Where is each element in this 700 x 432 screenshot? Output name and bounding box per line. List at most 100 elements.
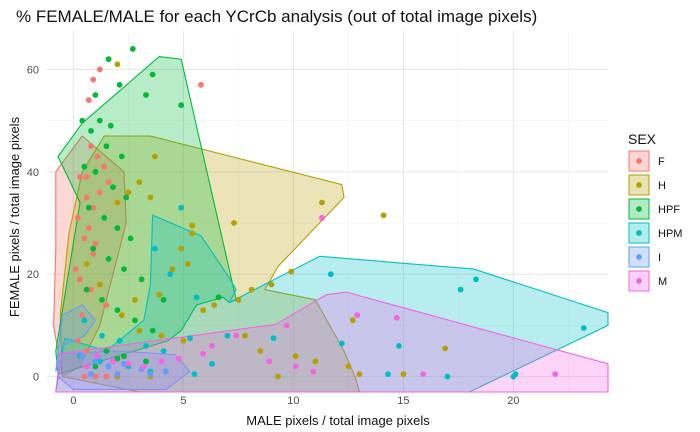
point-hpm [270, 335, 277, 342]
point-i [121, 360, 127, 367]
point-h [136, 327, 143, 334]
point-i [114, 371, 121, 377]
point-f [90, 204, 97, 211]
point-h [211, 302, 218, 308]
y-tick-label: 0 [33, 372, 39, 384]
point-hpf [138, 276, 145, 283]
legend-label: I [658, 252, 661, 264]
point-hpf [79, 117, 86, 124]
point-f [81, 373, 88, 380]
point-h [231, 220, 237, 226]
point-hpm [327, 271, 334, 278]
point-hpf [81, 163, 88, 170]
point-f [85, 97, 92, 103]
x-tick-label: 20 [507, 395, 519, 407]
hull-layer [53, 56, 609, 393]
point-h [400, 371, 407, 377]
point-m [94, 353, 101, 360]
point-hpm [187, 335, 193, 342]
point-hpm [116, 337, 123, 344]
point-h [349, 317, 356, 324]
y-tick-label: 60 [27, 64, 39, 76]
point-hpf [103, 143, 110, 150]
point-f [72, 266, 79, 272]
point-i [162, 368, 169, 375]
y-tick-label: 20 [27, 269, 39, 281]
point-hpf [114, 307, 121, 313]
point-h [312, 358, 319, 365]
point-h [189, 230, 196, 237]
point-h [235, 296, 242, 303]
point-hpm [444, 373, 451, 380]
point-m [393, 314, 400, 321]
legend-key-point [636, 230, 642, 236]
x-axis-title: MALE pixels / total image pixels [246, 413, 430, 428]
legend-key-point [636, 182, 642, 188]
point-m [200, 350, 207, 357]
point-hpf [96, 117, 103, 124]
point-hpf [114, 355, 121, 362]
point-hpf [132, 317, 138, 324]
point-m [292, 363, 299, 370]
point-h [114, 61, 121, 68]
point-m [125, 360, 132, 367]
y-tick-label: 40 [27, 167, 39, 179]
point-f [88, 286, 94, 293]
point-m [233, 332, 240, 339]
point-m [176, 355, 182, 362]
point-h [132, 296, 138, 303]
point-hpf [143, 358, 149, 365]
point-hpf [105, 56, 112, 63]
hull-m [55, 291, 609, 393]
point-h [178, 245, 185, 252]
hull-i [57, 350, 191, 390]
point-m [83, 363, 90, 370]
point-hpm [96, 358, 103, 365]
point-hpf [149, 327, 156, 334]
point-h [189, 222, 196, 229]
point-hpf [129, 46, 136, 52]
point-f [88, 143, 94, 150]
point-f [90, 250, 97, 257]
point-h [118, 312, 125, 319]
point-m [319, 215, 325, 221]
point-hpm [160, 348, 167, 354]
point-f [92, 240, 99, 247]
hull-hpm [55, 214, 609, 393]
legend: SEX FH HPF HPM IM [628, 131, 682, 292]
point-h [180, 337, 187, 344]
point-hpm [167, 271, 174, 278]
point-h [275, 373, 281, 380]
point-h [268, 281, 275, 288]
legend-item-hpm: HPM [628, 222, 682, 244]
point-m [354, 312, 361, 319]
point-hpf [121, 266, 127, 272]
legend-label: HPF [658, 204, 680, 216]
legend-title: SEX [628, 131, 657, 147]
point-hpf [103, 348, 110, 354]
x-tick-label: 10 [287, 395, 299, 407]
point-h [442, 345, 449, 352]
point-f [81, 235, 88, 242]
point-h [169, 266, 176, 272]
point-m [283, 322, 290, 329]
point-hpf [178, 102, 185, 109]
legend-item-m: M [628, 270, 667, 292]
point-hpf [85, 204, 92, 211]
point-f [103, 302, 110, 308]
point-h [147, 194, 154, 201]
legend-label: F [658, 156, 665, 168]
point-h [345, 363, 352, 370]
point-f [83, 194, 90, 201]
point-f [77, 276, 83, 283]
point-hpf [99, 296, 105, 303]
point-i [79, 353, 86, 360]
point-m [209, 343, 215, 349]
grid [47, 31, 608, 392]
point-hpm [396, 343, 402, 349]
point-hpf [149, 71, 156, 78]
point-hpm [209, 360, 215, 367]
point-hpf [116, 81, 123, 88]
point-hpm [193, 294, 200, 301]
point-hpm [81, 317, 88, 324]
